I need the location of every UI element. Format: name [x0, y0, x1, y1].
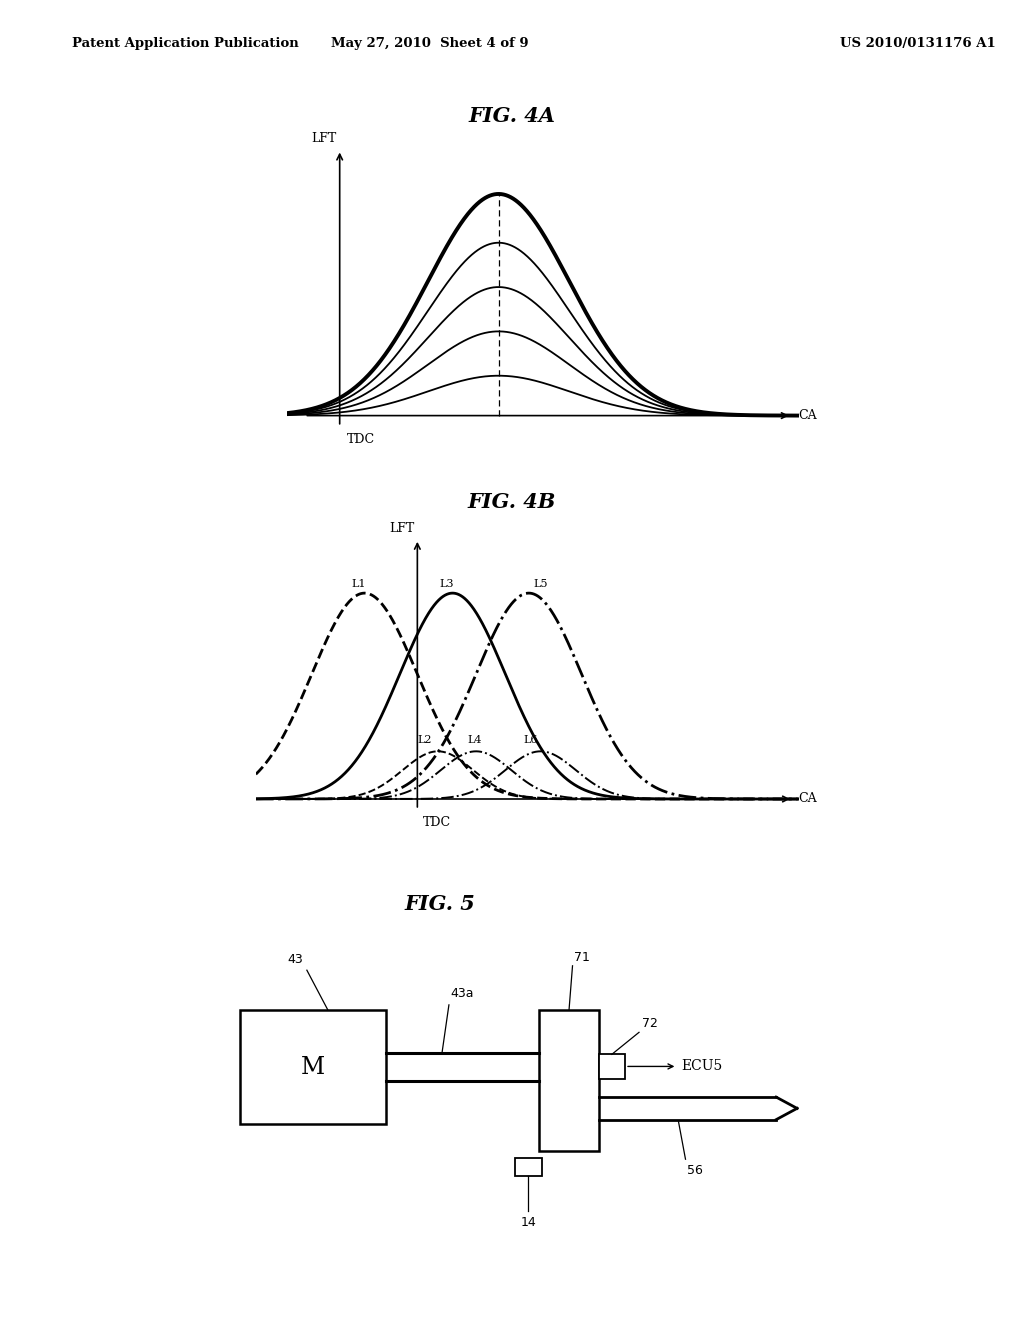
- Text: 56: 56: [687, 1164, 702, 1176]
- Text: CA: CA: [799, 409, 817, 422]
- Text: L6: L6: [523, 735, 538, 744]
- Text: 72: 72: [642, 1018, 658, 1030]
- Text: Patent Application Publication: Patent Application Publication: [72, 37, 298, 50]
- Text: LFT: LFT: [389, 521, 415, 535]
- Text: FIG. 4B: FIG. 4B: [468, 491, 556, 512]
- Bar: [515, 1158, 542, 1176]
- Text: 43: 43: [288, 953, 303, 966]
- Text: 71: 71: [573, 950, 590, 964]
- Text: L5: L5: [534, 578, 548, 589]
- Text: L4: L4: [467, 735, 481, 744]
- Text: TDC: TDC: [347, 433, 375, 446]
- Text: TDC: TDC: [423, 816, 452, 829]
- Text: L2: L2: [418, 735, 432, 744]
- Text: M: M: [301, 1056, 326, 1078]
- Text: US 2010/0131176 A1: US 2010/0131176 A1: [840, 37, 995, 50]
- Text: ECU5: ECU5: [681, 1060, 722, 1073]
- Text: L3: L3: [439, 578, 454, 589]
- Text: 43a: 43a: [451, 987, 474, 1001]
- Text: May 27, 2010  Sheet 4 of 9: May 27, 2010 Sheet 4 of 9: [332, 37, 528, 50]
- Text: 14: 14: [520, 1216, 537, 1229]
- Text: FIG. 5: FIG. 5: [404, 894, 476, 915]
- Bar: [599, 1055, 625, 1078]
- Text: LFT: LFT: [311, 132, 336, 145]
- Text: L1: L1: [351, 578, 366, 589]
- Bar: [540, 1010, 599, 1151]
- Text: CA: CA: [799, 792, 817, 805]
- Bar: [240, 1010, 386, 1125]
- Text: FIG. 4A: FIG. 4A: [469, 106, 555, 127]
